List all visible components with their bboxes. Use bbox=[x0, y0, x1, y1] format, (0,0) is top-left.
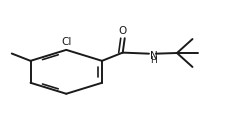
Text: N: N bbox=[150, 51, 158, 61]
Text: Cl: Cl bbox=[61, 37, 72, 47]
Text: H: H bbox=[150, 56, 157, 65]
Text: O: O bbox=[118, 26, 127, 36]
